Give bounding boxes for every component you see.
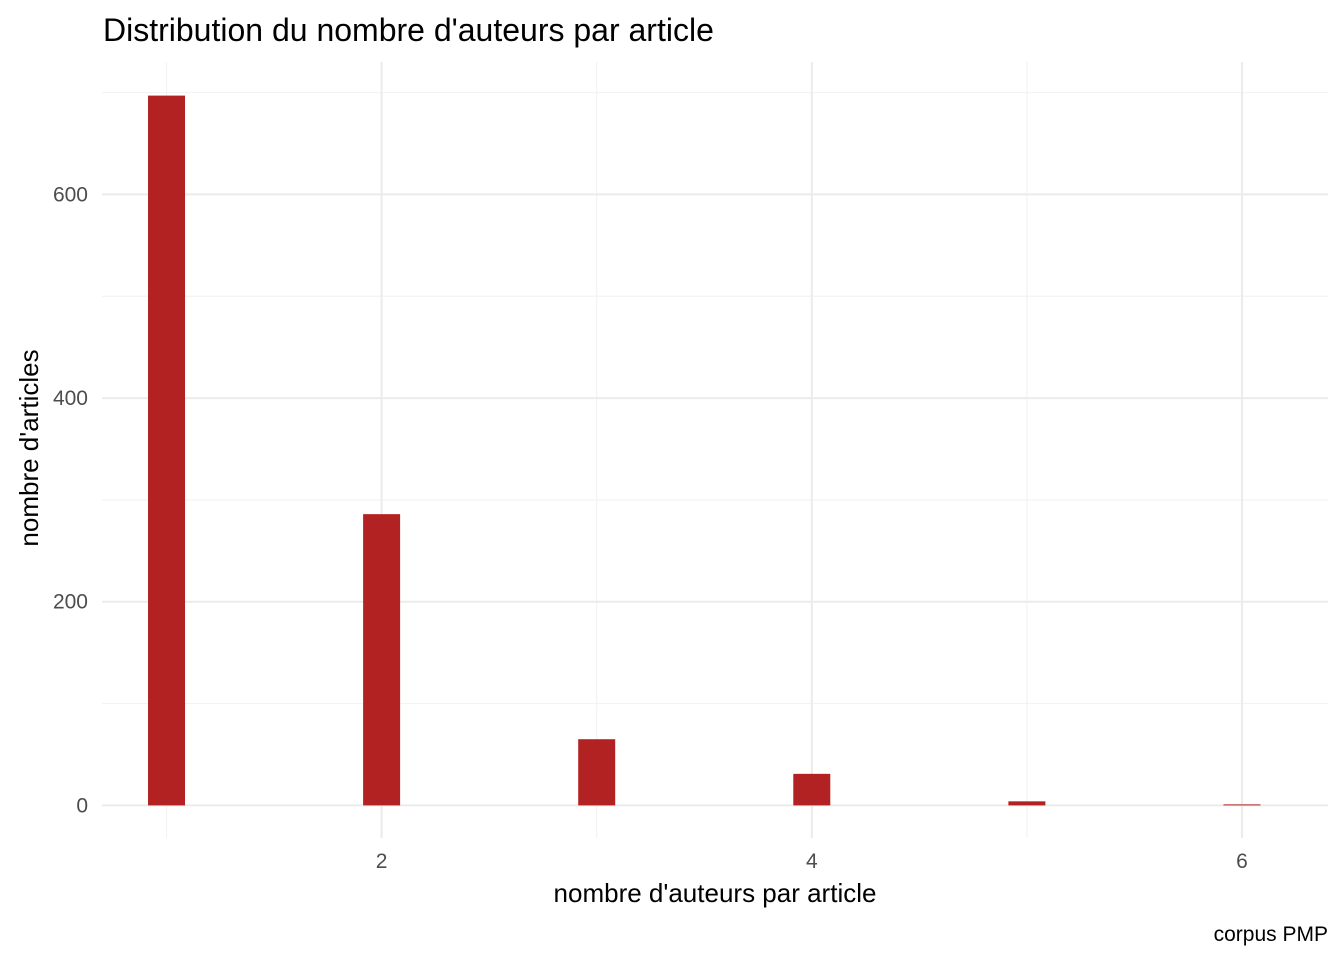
y-axis-ticks: 0 200 400 600: [53, 183, 88, 817]
bar-1: [148, 95, 186, 806]
bar-5: [1008, 801, 1046, 806]
y-tick-label: 200: [53, 591, 88, 614]
chart-caption: corpus PMP: [1214, 923, 1328, 946]
y-tick-label: 600: [53, 183, 88, 206]
x-tick-label: 2: [376, 850, 388, 873]
minor-gridlines: [102, 62, 1328, 838]
y-tick-label: 400: [53, 387, 88, 410]
major-gridlines: [102, 62, 1328, 838]
x-axis-title: nombre d'auteurs par article: [554, 878, 877, 908]
x-axis-ticks: 2 4 6: [376, 850, 1248, 873]
x-tick-label: 6: [1236, 850, 1248, 873]
y-tick-label: 0: [76, 794, 88, 817]
y-axis-title: nombre d'articles: [14, 349, 44, 546]
bar-3: [578, 739, 616, 806]
bar-4: [793, 773, 831, 806]
bar-6: [1223, 804, 1261, 806]
chart-title: Distribution du nombre d'auteurs par art…: [103, 12, 714, 48]
bars: [148, 95, 1261, 806]
bar-2: [363, 514, 401, 806]
x-tick-label: 4: [806, 850, 818, 873]
